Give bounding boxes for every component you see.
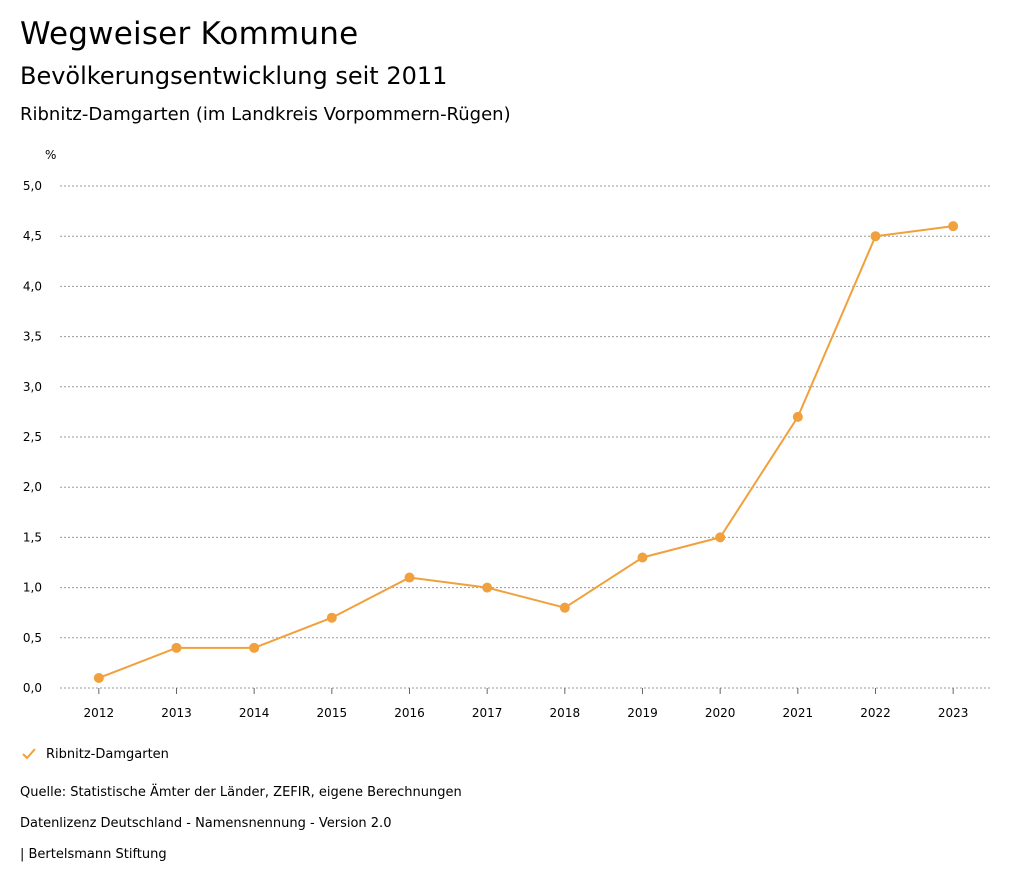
y-tick-label: 0,5: [23, 631, 42, 645]
data-point: [326, 612, 337, 623]
y-tick-label: 1,5: [23, 530, 42, 544]
source-note: Quelle: Statistische Ämter der Länder, Z…: [20, 785, 462, 800]
y-tick-label: 3,5: [23, 330, 42, 344]
x-tick-label: 2012: [84, 706, 115, 720]
data-point: [870, 231, 881, 242]
data-point: [249, 642, 260, 653]
y-tick-label: 2,5: [23, 430, 42, 444]
y-axis-unit-label: %: [45, 148, 56, 162]
x-tick-label: 2017: [472, 706, 503, 720]
region-title: Ribnitz-Damgarten (im Landkreis Vorpomme…: [20, 104, 511, 125]
x-tick-label: 2022: [860, 706, 891, 720]
data-point: [171, 642, 182, 653]
chart-title: Wegweiser Kommune: [20, 16, 359, 52]
series-line: [98, 225, 954, 679]
x-tick-label: 2018: [550, 706, 581, 720]
line-chart: % 0,0 0,5 1,0 1,5 2,0 2,5 3,0 3,5 4,0 4,5 5,0 2012 20…: [23, 148, 992, 720]
x-tick-label: 2021: [783, 706, 814, 720]
checkmark-icon: [22, 748, 36, 760]
y-tick-label: 4,5: [23, 229, 42, 243]
x-tick-label: 2016: [394, 706, 425, 720]
license-note: Datenlizenz Deutschland - Namensnennung …: [20, 816, 392, 831]
data-point: [559, 602, 570, 613]
data-point: [93, 672, 104, 683]
data-point: [482, 582, 493, 593]
y-tick-label: 4,0: [23, 279, 42, 293]
legend[interactable]: Ribnitz-Damgarten: [20, 745, 169, 763]
data-point: [948, 221, 959, 232]
y-tick-label: 1,0: [23, 581, 42, 595]
x-tick-label: 2023: [938, 706, 969, 720]
legend-label: Ribnitz-Damgarten: [46, 746, 169, 762]
data-point: [404, 572, 415, 583]
x-tick-label: 2019: [627, 706, 658, 720]
data-point: [637, 552, 648, 563]
x-tick-label: 2015: [317, 706, 348, 720]
x-tick-label: 2014: [239, 706, 270, 720]
y-tick-label: 0,0: [23, 681, 42, 695]
publisher-note: | Bertelsmann Stiftung: [20, 847, 167, 862]
data-point: [792, 411, 803, 422]
y-tick-label: 2,0: [23, 480, 42, 494]
chart-subtitle: Bevölkerungsentwicklung seit 2011: [20, 62, 448, 90]
y-tick-label: 5,0: [23, 179, 42, 193]
x-tick-label: 2013: [161, 706, 192, 720]
y-tick-label: 3,0: [23, 380, 42, 394]
data-point: [715, 532, 726, 543]
x-tick-label: 2020: [705, 706, 736, 720]
